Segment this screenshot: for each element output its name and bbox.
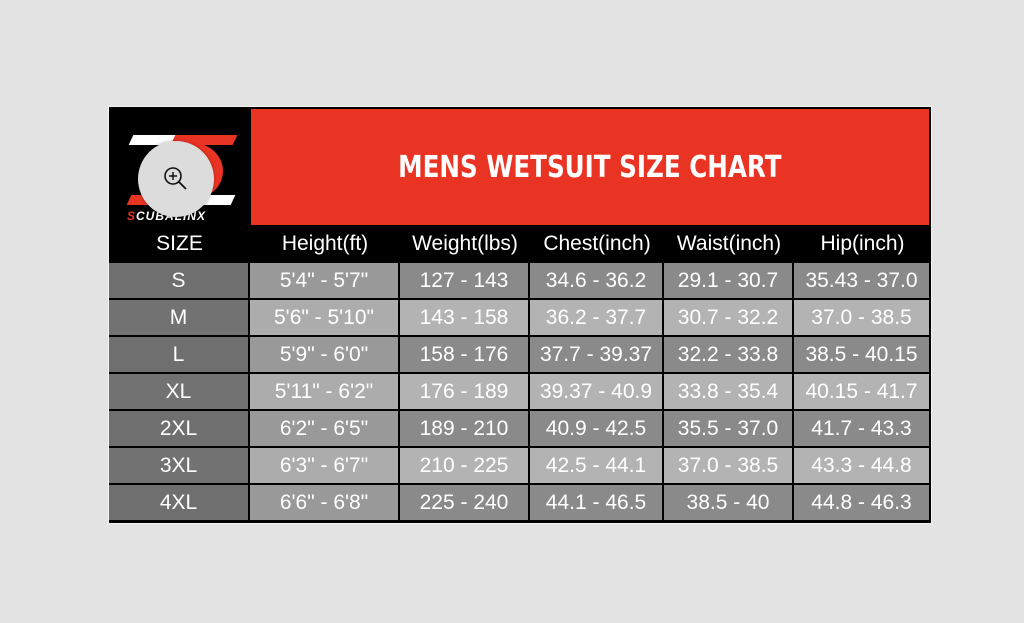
table-cell: 37.7 - 39.37 (530, 337, 664, 374)
table-row: 4XL 6'6" - 6'8" 225 - 240 44.1 - 46.5 38.5 -… (109, 485, 931, 522)
column-header: Chest(inch) (530, 225, 664, 263)
column-header: Hip(inch) (794, 225, 931, 263)
title-band: MENS WETSUIT SIZE CHART (251, 109, 929, 225)
table-row: M 5'6" - 5'10" 143 - 158 36.2 - 37.7 30.7 - … (109, 300, 931, 337)
zoom-in-icon (164, 167, 187, 190)
table-cell: 36.2 - 37.7 (530, 300, 664, 337)
size-chart: SCUBALINX MENS WETSUIT SIZE CHART SIZEHe… (108, 106, 932, 524)
size-cell: XL (109, 374, 250, 411)
table-cell: 38.5 - 40.15 (794, 337, 931, 374)
table-cell: 6'6" - 6'8" (250, 485, 400, 522)
size-cell: 2XL (109, 411, 250, 448)
table-cell: 35.5 - 37.0 (664, 411, 794, 448)
column-header: Weight(lbs) (400, 225, 530, 263)
table-cell: 158 - 176 (400, 337, 530, 374)
table-cell: 44.8 - 46.3 (794, 485, 931, 522)
size-cell: L (109, 337, 250, 374)
chart-title: MENS WETSUIT SIZE CHART (398, 149, 782, 185)
table-cell: 38.5 - 40 (664, 485, 794, 522)
header-row: SIZE Height(ft) Weight(lbs) Chest(inch) Wais… (109, 225, 931, 263)
table-cell: 30.7 - 32.2 (664, 300, 794, 337)
table-cell: 5'11" - 6'2" (250, 374, 400, 411)
table-cell: 42.5 - 44.1 (530, 448, 664, 485)
table-cell: 127 - 143 (400, 263, 530, 300)
table-cell: 37.0 - 38.5 (794, 300, 931, 337)
size-cell: M (109, 300, 250, 337)
table-cell: 6'3" - 6'7" (250, 448, 400, 485)
table-cell: 5'4" - 5'7" (250, 263, 400, 300)
table-cell: 39.37 - 40.9 (530, 374, 664, 411)
zoom-button[interactable] (138, 141, 214, 217)
table-row: S 5'4" - 5'7" 127 - 143 34.6 - 36.2 29.1 - 3… (109, 263, 931, 300)
column-header: Height(ft) (250, 225, 400, 263)
table-cell: 225 - 240 (400, 485, 530, 522)
table-cell: 5'9" - 6'0" (250, 337, 400, 374)
table-row: 2XL 6'2" - 6'5" 189 - 210 40.9 - 42.5 35.5 -… (109, 411, 931, 448)
table-cell: 37.0 - 38.5 (664, 448, 794, 485)
column-header: Waist(inch) (664, 225, 794, 263)
table-cell: 6'2" - 6'5" (250, 411, 400, 448)
table-cell: 34.6 - 36.2 (530, 263, 664, 300)
table-cell: 176 - 189 (400, 374, 530, 411)
table-cell: 210 - 225 (400, 448, 530, 485)
table-cell: 44.1 - 46.5 (530, 485, 664, 522)
table-cell: 143 - 158 (400, 300, 530, 337)
table-row: XL 5'11" - 6'2" 176 - 189 39.37 - 40.9 33.8 … (109, 374, 931, 411)
table-cell: 40.9 - 42.5 (530, 411, 664, 448)
table-cell: 29.1 - 30.7 (664, 263, 794, 300)
size-cell: 3XL (109, 448, 250, 485)
column-header: SIZE (109, 225, 250, 263)
table-cell: 5'6" - 5'10" (250, 300, 400, 337)
table-row: L 5'9" - 6'0" 158 - 176 37.7 - 39.37 32.2 - … (109, 337, 931, 374)
table-row: 3XL 6'3" - 6'7" 210 - 225 42.5 - 44.1 37.0 -… (109, 448, 931, 485)
table-cell: 43.3 - 44.8 (794, 448, 931, 485)
table-cell: 41.7 - 43.3 (794, 411, 931, 448)
table-cell: 32.2 - 33.8 (664, 337, 794, 374)
table-cell: 33.8 - 35.4 (664, 374, 794, 411)
table-cell: 40.15 - 41.7 (794, 374, 931, 411)
table-cell: 189 - 210 (400, 411, 530, 448)
table-cell: 35.43 - 37.0 (794, 263, 931, 300)
size-cell: S (109, 263, 250, 300)
size-cell: 4XL (109, 485, 250, 522)
size-table: SIZE Height(ft) Weight(lbs) Chest(inch) Wais… (109, 225, 931, 522)
